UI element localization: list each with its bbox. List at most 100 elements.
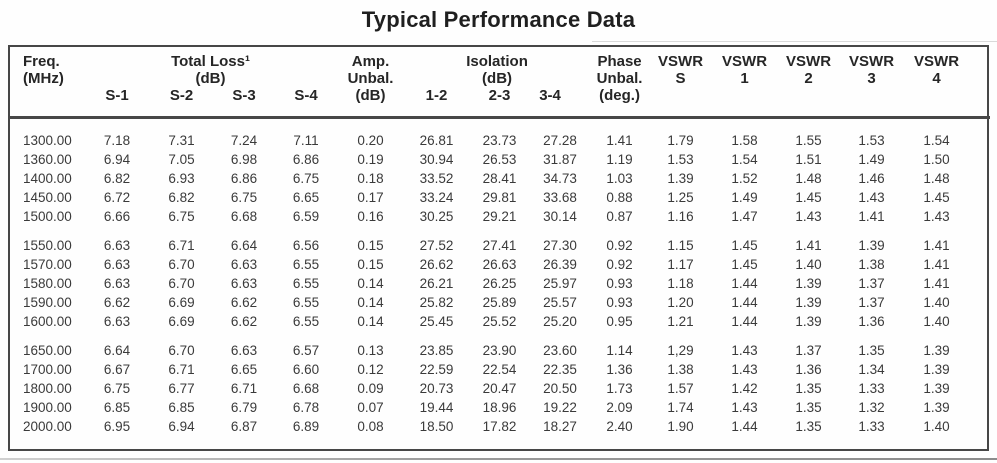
table-cell: 0.87 [606, 208, 633, 224]
table-cell: 6.70 [168, 275, 195, 291]
col-header-isolation-line1: Isolation [466, 53, 528, 70]
table-cell: 1.50 [923, 151, 950, 167]
table-cell: 22.35 [543, 361, 577, 377]
table-cell: 2.40 [606, 418, 633, 434]
table-cell: 1.57 [667, 380, 694, 396]
table-cell: 6.70 [168, 342, 195, 358]
table-cell: 17.82 [482, 418, 517, 434]
table-cell: 22.59 [419, 361, 454, 377]
table-row: 1800.00 6.75 6.77 6.71 6.68 0.09 20.73 20.47 20.… [10, 379, 990, 398]
table-cell: 25.20 [543, 313, 577, 329]
col-header-isolation: Isolation (dB) [404, 47, 590, 87]
table-cell: 6.63 [103, 313, 131, 329]
table-cell: 27.41 [482, 237, 517, 253]
table-cell: 34.73 [543, 170, 577, 186]
cell-freq: 1360.00 [23, 151, 72, 167]
table-cell: 6.59 [292, 208, 320, 224]
table-cell: 6.68 [230, 208, 258, 224]
table-cell: 0.92 [606, 256, 633, 272]
table-cell: 6.87 [230, 418, 258, 434]
table-cell: 7.24 [230, 132, 258, 148]
table-cell: 0.13 [357, 342, 384, 358]
table-cell: 1.42 [731, 380, 758, 396]
table-row: 1400.00 6.82 6.93 6.86 6.75 0.18 33.52 28.41 34.… [10, 169, 990, 188]
table-cell: 1.36 [795, 361, 822, 377]
table-row: 1700.00 6.67 6.71 6.65 6.60 0.12 22.59 22.54 22.… [10, 360, 990, 379]
table-cell: 6.55 [292, 313, 320, 329]
table-cell: 1.21 [667, 313, 694, 329]
table-cell: 0.95 [606, 313, 633, 329]
table-cell: 1.38 [667, 361, 694, 377]
col-header-vswr-2: VSWR 2 [777, 47, 841, 119]
table-cell: 29.21 [482, 208, 517, 224]
table-row: 1650.00 6.64 6.70 6.63 6.57 0.13 23.85 23.90 23.… [10, 341, 990, 360]
performance-table: Freq. (MHz) Total Loss¹ (dB) Amp. Unbal.… [8, 45, 991, 451]
table-cell: 7.05 [168, 151, 195, 167]
table-cell: 33.24 [419, 189, 454, 205]
table-cell: 6.86 [292, 151, 320, 167]
table-cell: 6.62 [230, 294, 258, 310]
cell-freq: 1600.00 [23, 313, 72, 329]
table-cell: 6.71 [168, 237, 195, 253]
table-cell: 0.16 [357, 208, 384, 224]
col-header-s1: S-1 [84, 87, 150, 119]
table-cell: 1.74 [667, 399, 694, 415]
table-cell: 26.53 [482, 151, 517, 167]
table-row: 1360.00 6.94 7.05 6.98 6.86 0.19 30.94 26.53 31.… [10, 150, 990, 169]
cell-freq: 1700.00 [23, 361, 72, 377]
table-cell: 27.30 [543, 237, 577, 253]
table-cell: 19.44 [419, 399, 454, 415]
table-cell: 6.68 [292, 380, 320, 396]
group-gap-cell [10, 226, 990, 236]
table-cell: 1.39 [667, 170, 694, 186]
table-cell: 1.90 [667, 418, 694, 434]
cell-freq: 1300.00 [23, 132, 72, 148]
vswr-1-line2: 1 [740, 70, 749, 87]
table-cell: 6.62 [230, 313, 258, 329]
table-cell: 7.18 [103, 132, 131, 148]
table-cell: 1.39 [795, 294, 822, 310]
table-cell: 0.14 [357, 294, 384, 310]
table-cell: 1.03 [606, 170, 633, 186]
col-header-vswr-4: VSWR 4 [903, 47, 991, 119]
table-cell: 1.40 [795, 256, 822, 272]
table-cell: 0.12 [357, 361, 384, 377]
table-cell: 1.25 [667, 189, 694, 205]
table-cell: 1.39 [795, 313, 822, 329]
table-cell: 1.47 [731, 208, 758, 224]
table-cell: 6.55 [292, 256, 320, 272]
table-cell: 1.36 [606, 361, 633, 377]
table-cell: 6.98 [230, 151, 258, 167]
table-row: 1500.00 6.66 6.75 6.68 6.59 0.16 30.25 29.21 30.… [10, 207, 990, 226]
table-cell: 6.60 [292, 361, 320, 377]
table-cell: 6.65 [230, 361, 258, 377]
table-cell: 27.28 [543, 132, 577, 148]
table-cell: 1.18 [667, 275, 694, 291]
table-cell: 30.25 [419, 208, 454, 224]
page-title: Typical Performance Data [361, 7, 636, 32]
col-header-total-loss: Total Loss¹ (dB) [84, 47, 337, 87]
table-cell: 6.67 [103, 361, 131, 377]
cell-freq: 1500.00 [23, 208, 72, 224]
table-cell: 25.97 [543, 275, 577, 291]
col-header-s3: S-3 [213, 87, 275, 119]
table-cell: 6.71 [230, 380, 258, 396]
table-cell: 0.07 [357, 399, 384, 415]
table-cell: 1.79 [667, 132, 694, 148]
table-cell: 26.63 [482, 256, 517, 272]
table-cell: 25.82 [419, 294, 454, 310]
table-cell: 6.79 [230, 399, 258, 415]
table-cell: 26.62 [419, 256, 454, 272]
table-cell: 18.27 [543, 418, 577, 434]
table-cell: 1.48 [795, 170, 822, 186]
col-header-freq-line1: Freq. [23, 53, 60, 70]
vswr-s-line2: S [675, 70, 686, 87]
scan-artifact-line [592, 41, 997, 42]
cell-freq: 1570.00 [23, 256, 72, 272]
table-cell: 30.94 [419, 151, 454, 167]
col-header-vswr-s: VSWR S [649, 47, 713, 119]
table-cell: 1.55 [795, 132, 822, 148]
col-header-vswr-3: VSWR 3 [840, 47, 904, 119]
table-cell: 0.18 [357, 170, 384, 186]
col-header-iso-3-4: 3-4 [530, 87, 591, 119]
